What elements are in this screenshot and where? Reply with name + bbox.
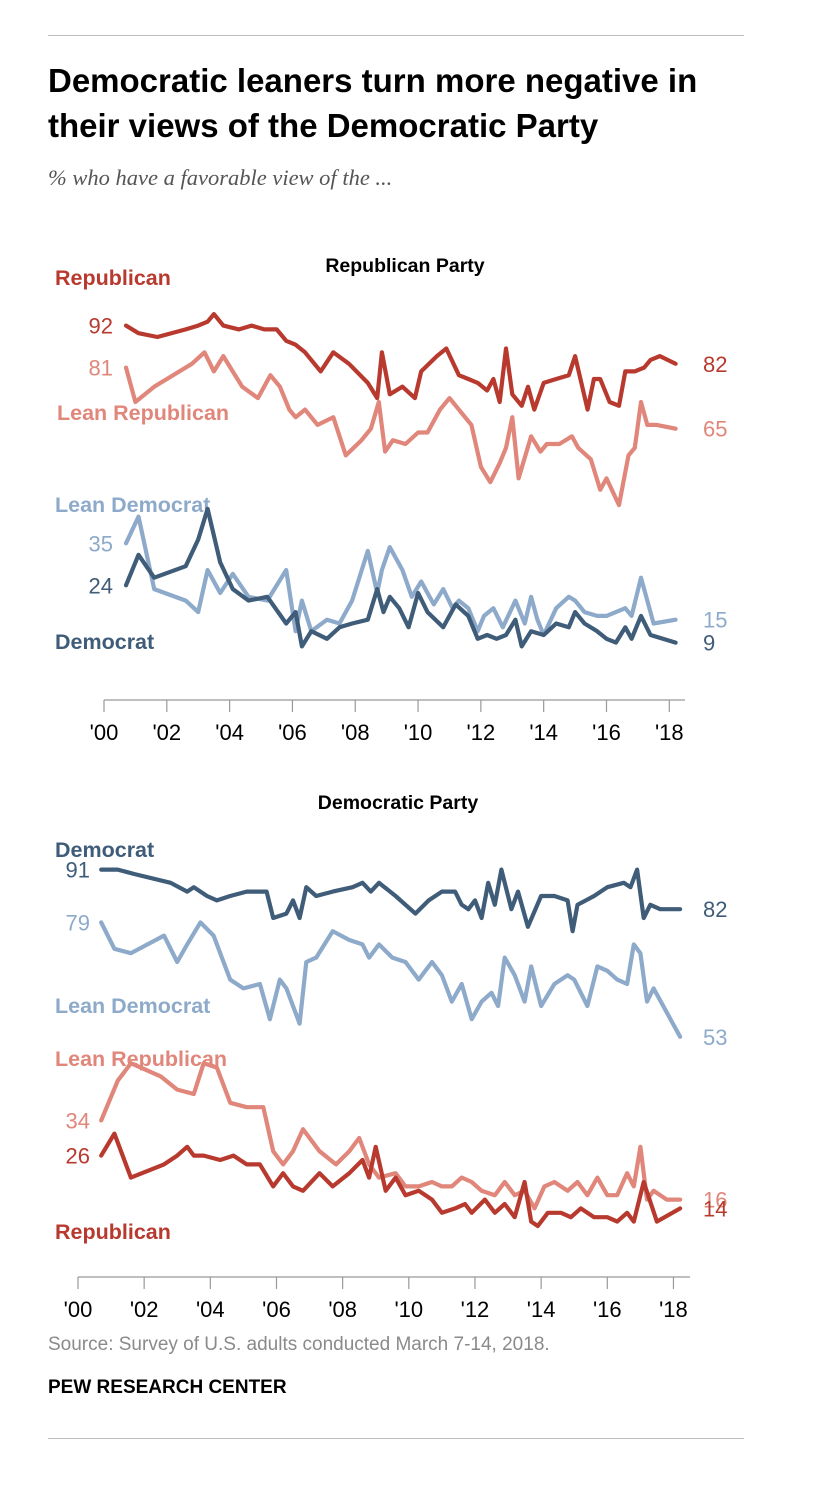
series-name-republican: Republican bbox=[55, 266, 171, 290]
x-tick-label: '00 bbox=[64, 1297, 93, 1322]
x-tick-label: '14 bbox=[529, 720, 558, 745]
x-tick-label: '18 bbox=[655, 720, 684, 745]
x-tick-label: '16 bbox=[592, 720, 621, 745]
series-line-democrat bbox=[99, 867, 683, 934]
end-value-label-lean-democrat: 53 bbox=[703, 1025, 727, 1050]
series-name-democrat: Democrat bbox=[55, 630, 154, 654]
end-value-label-republican: 82 bbox=[703, 352, 727, 377]
start-value-label-democrat: 91 bbox=[66, 858, 90, 883]
top-rule bbox=[48, 35, 744, 36]
source-note: Source: Survey of U.S. adults conducted … bbox=[48, 1334, 550, 1355]
x-tick-label: '06 bbox=[278, 720, 307, 745]
x-tick-label: '06 bbox=[262, 1297, 291, 1322]
x-tick-label: '10 bbox=[404, 720, 433, 745]
start-value-label-republican: 26 bbox=[66, 1144, 90, 1169]
series-line-lean-democrat bbox=[123, 514, 678, 638]
democratic-party-chart: Democratic Party '00 '02 '04 '06 '08 '10 '12 '14… bbox=[55, 792, 727, 1322]
x-tick-label: '08 bbox=[341, 720, 370, 745]
x-tick-label: '12 bbox=[467, 720, 496, 745]
end-value-label-lean-republican: 16 bbox=[703, 1188, 727, 1213]
end-value-label-democrat: 9 bbox=[703, 631, 715, 656]
x-tick-label: '08 bbox=[328, 1297, 357, 1322]
start-value-label-lean-republican: 81 bbox=[89, 356, 113, 381]
series-name-democrat: Democrat bbox=[55, 838, 154, 862]
panel-title: Democratic Party bbox=[318, 792, 479, 814]
start-value-label-lean-democrat: 35 bbox=[89, 531, 113, 556]
x-tick-label: '14 bbox=[527, 1297, 556, 1322]
start-value-label-lean-republican: 34 bbox=[66, 1108, 90, 1133]
start-value-label-lean-democrat: 79 bbox=[66, 910, 90, 935]
series-name-lean-republican: Lean Republican bbox=[57, 401, 229, 425]
end-value-label-lean-republican: 65 bbox=[703, 417, 727, 442]
x-tick-label: '16 bbox=[593, 1297, 622, 1322]
x-tick-label: '18 bbox=[659, 1297, 688, 1322]
series-name-lean-democrat: Lean Democrat bbox=[55, 493, 210, 517]
chart-subtitle: % who have a favorable view of the ... bbox=[48, 165, 393, 190]
x-tick-label: '04 bbox=[215, 720, 244, 745]
x-tick-label: '10 bbox=[394, 1297, 423, 1322]
x-tick-label: '00 bbox=[90, 720, 119, 745]
end-value-label-lean-democrat: 15 bbox=[703, 608, 727, 633]
bottom-rule bbox=[48, 1438, 744, 1439]
x-tick-label: '12 bbox=[461, 1297, 490, 1322]
republican-party-chart: Republican Party '00 '02 '04 '06 '08 '10 '12 '14… bbox=[55, 255, 727, 745]
chart-title: Democratic leaners turn more negative in… bbox=[48, 62, 698, 144]
x-tick-label: '04 bbox=[196, 1297, 225, 1322]
series-line-republican bbox=[99, 1131, 683, 1229]
end-value-label-republican: 14 bbox=[703, 1196, 727, 1221]
x-tick-label: '02 bbox=[152, 720, 181, 745]
series-name-republican: Republican bbox=[55, 1220, 171, 1244]
series-line-republican bbox=[123, 311, 678, 412]
panel-title: Republican Party bbox=[325, 255, 484, 277]
series-line-lean-democrat bbox=[99, 920, 683, 1039]
start-value-label-republican: 92 bbox=[89, 314, 113, 339]
brand-label: PEW RESEARCH CENTER bbox=[48, 1377, 287, 1398]
series-name-lean-democrat: Lean Democrat bbox=[55, 994, 210, 1018]
start-value-label-democrat: 24 bbox=[89, 573, 113, 598]
end-value-label-democrat: 82 bbox=[703, 897, 727, 922]
series-line-lean-republican bbox=[99, 1061, 683, 1211]
series-name-lean-republican: Lean Republican bbox=[55, 1047, 227, 1071]
x-tick-label: '02 bbox=[130, 1297, 159, 1322]
series-line-democrat bbox=[123, 506, 678, 649]
series-line-lean-republican bbox=[123, 350, 678, 508]
